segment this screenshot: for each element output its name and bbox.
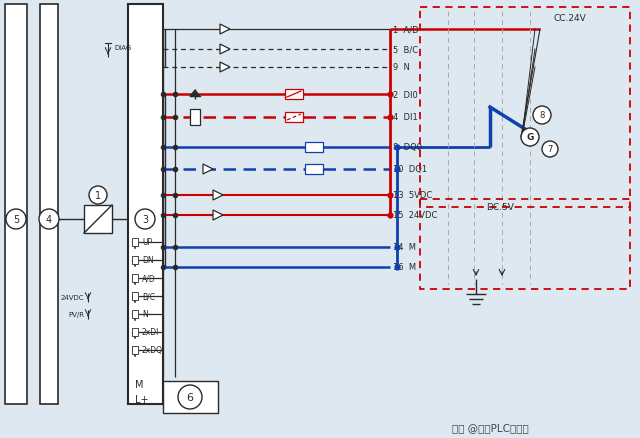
Polygon shape [213, 191, 223, 201]
Text: 5: 5 [13, 215, 19, 225]
Text: 6: 6 [186, 392, 193, 402]
Circle shape [521, 129, 539, 147]
Text: 15  24VDC: 15 24VDC [393, 211, 437, 220]
Text: DIAG: DIAG [114, 45, 131, 51]
Text: 4: 4 [46, 215, 52, 225]
Text: 头条 @工控PLC布道师: 头条 @工控PLC布道师 [452, 422, 529, 432]
Text: 13  5VDC: 13 5VDC [393, 191, 432, 200]
Bar [132, 310, 138, 318]
Text: N: N [142, 310, 148, 319]
Text: M: M [135, 379, 143, 389]
Bar [305, 143, 323, 153]
Text: 2xDI: 2xDI [142, 328, 159, 337]
Text: 14  M: 14 M [393, 243, 416, 252]
Text: B/C: B/C [142, 292, 155, 301]
Text: 24VDC: 24VDC [61, 294, 84, 300]
Bar [132, 346, 138, 354]
Circle shape [6, 209, 26, 230]
Text: CC.24V: CC.24V [554, 14, 586, 23]
Bar [190, 110, 200, 126]
Text: 8  DQ0: 8 DQ0 [393, 143, 422, 152]
Text: 8: 8 [540, 111, 545, 120]
Text: G: G [526, 133, 534, 142]
Circle shape [89, 187, 107, 205]
Text: L+: L+ [135, 394, 148, 404]
Bar [420, 200, 630, 290]
Text: 4  DI1: 4 DI1 [393, 113, 418, 122]
Polygon shape [213, 211, 223, 220]
Bar [132, 274, 138, 283]
Circle shape [533, 107, 551, 125]
Text: A/D: A/D [142, 274, 156, 283]
Text: UP: UP [142, 238, 152, 247]
Bar [285, 113, 303, 123]
Bar [305, 165, 323, 175]
Text: 16  M: 16 M [393, 263, 416, 272]
Polygon shape [220, 25, 230, 35]
Text: PV/R: PV/R [68, 311, 84, 317]
Text: 1  A/D: 1 A/D [393, 25, 419, 35]
Text: DC.5V: DC.5V [486, 202, 514, 212]
Text: 2  DI0: 2 DI0 [393, 90, 418, 99]
Bar [132, 328, 138, 336]
Circle shape [39, 209, 59, 230]
Bar [285, 90, 303, 100]
Polygon shape [220, 45, 230, 55]
Text: 3: 3 [142, 215, 148, 225]
Circle shape [135, 209, 155, 230]
Bar [5, 5, 27, 404]
Circle shape [178, 385, 202, 409]
Circle shape [542, 141, 558, 158]
Bar [132, 292, 138, 300]
Text: 10  DQ1: 10 DQ1 [393, 165, 427, 174]
Bar [420, 8, 630, 208]
Bar [132, 238, 138, 247]
Text: 9  N: 9 N [393, 64, 410, 72]
Bar [40, 5, 58, 404]
Polygon shape [220, 63, 230, 73]
Text: 2xDQ: 2xDQ [142, 346, 163, 355]
Bar [128, 5, 163, 404]
Polygon shape [190, 91, 200, 97]
Bar [163, 381, 218, 413]
Bar [84, 205, 112, 233]
Text: 5  B/C: 5 B/C [393, 46, 418, 54]
Polygon shape [203, 165, 213, 175]
Text: 7: 7 [547, 145, 553, 154]
Text: DN: DN [142, 256, 154, 265]
Bar [132, 256, 138, 265]
Text: 1: 1 [95, 191, 101, 201]
